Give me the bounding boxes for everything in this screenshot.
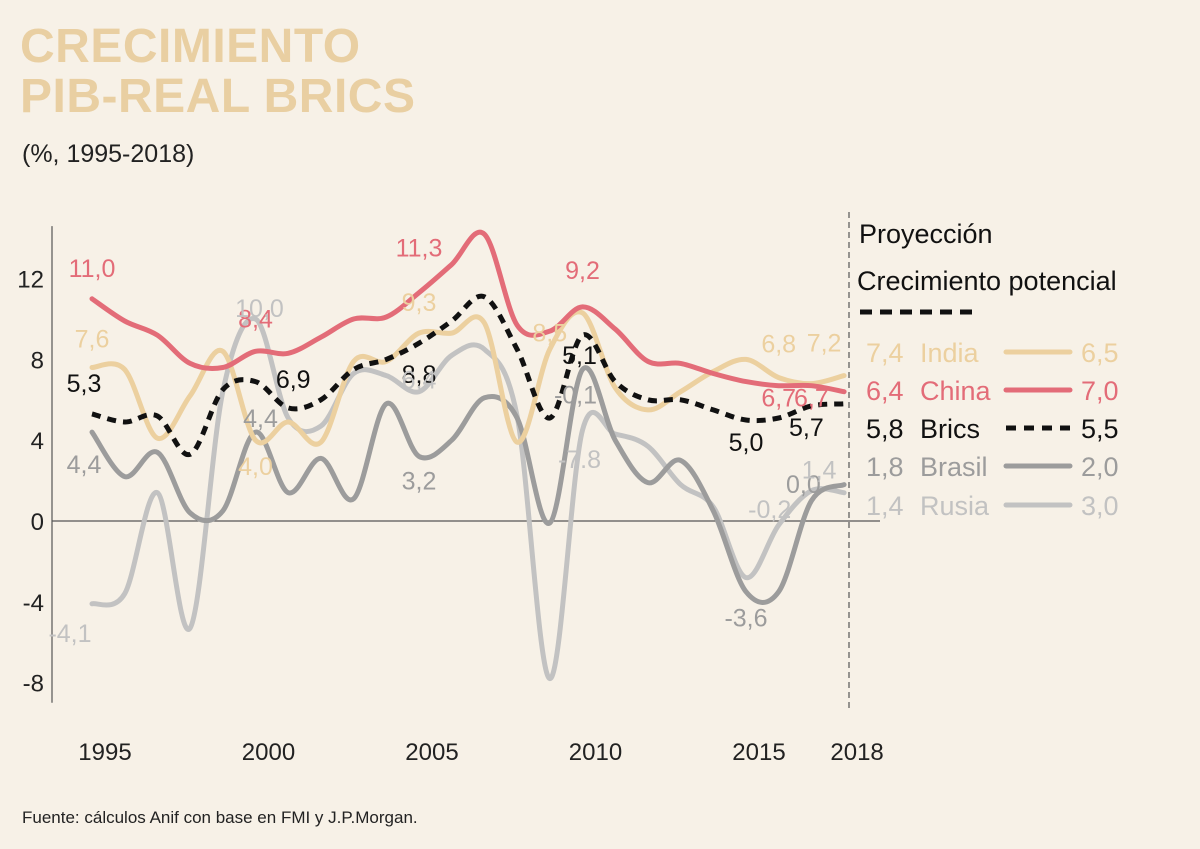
x-tick-label: 2018 [830,739,883,766]
data-label-rusia: 1,4 [802,457,837,485]
data-label-brasil: -0,1 [554,382,597,410]
data-label-brics: 6,9 [276,366,311,394]
data-label-china: 11,0 [69,255,116,283]
data-label-rusia: 6,4 [402,367,437,395]
y-tick-label: 12 [17,267,44,294]
data-label-china: 8,4 [238,305,273,333]
legend-name-brasil: Brasil [920,452,988,482]
legend-projection-india: 7,4 [866,338,904,368]
legend-potential-china: 7,0 [1081,376,1119,406]
data-label-india: 8,5 [532,319,567,347]
legend-name-india: India [920,338,980,368]
y-tick-label: -4 [23,590,44,617]
data-label-brics: 5,1 [562,342,597,370]
legend-name-china: China [920,376,992,406]
y-tick-label: -8 [23,671,44,698]
x-tick-label: 2010 [569,739,622,766]
data-label-brasil: 4,4 [243,405,278,433]
y-tick-label: 4 [31,428,44,455]
legend-projection-rusia: 1,4 [866,491,904,521]
data-label-brics: 5,3 [67,370,102,398]
x-tick-label: 2015 [732,739,785,766]
series-line-brasil [89,365,847,605]
data-label-india: 4,0 [238,453,273,481]
data-label-india: 9,3 [402,289,437,317]
y-tick-label: 8 [31,347,44,374]
legend-projection-brics: 5,8 [866,414,904,444]
data-label-india: 7,2 [807,330,842,358]
chart-subtitle: (%, 1995-2018) [22,140,195,168]
data-label-brasil: 0,0 [786,471,821,499]
data-label-india: 7,6 [75,325,110,353]
x-tick-label: 1995 [78,739,131,766]
data-label-china: 6,7 [794,385,829,413]
data-label-brics: 5,7 [789,414,824,442]
data-label-china: 11,3 [396,235,443,263]
potential-growth-label: Crecimiento potencial [857,266,1117,296]
projection-label: Proyección [859,219,993,249]
legend-name-rusia: Rusia [920,491,990,521]
data-label-rusia: -7.8 [558,446,601,474]
data-label-china: 6,7 [761,385,796,413]
y-tick-label: 0 [31,509,44,536]
x-tick-label: 2005 [405,739,458,766]
title-line-2: PIB-REAL BRICS [20,70,416,123]
series-line-rusia [89,316,847,682]
data-label-rusia: -4,1 [48,620,91,648]
data-label-india: 6,8 [761,331,796,359]
data-label-brasil: 3,2 [402,467,437,495]
legend-potential-brasil: 2,0 [1081,452,1119,482]
legend-potential-rusia: 3,0 [1081,491,1119,521]
legend-potential-brics: 5,5 [1081,414,1119,444]
legend-projection-brasil: 1,8 [866,452,904,482]
data-label-brasil: -3,6 [724,605,767,633]
series-line-china [89,229,847,395]
data-label-brasil: 4,4 [67,451,102,479]
x-tick-label: 2000 [242,739,295,766]
legend-potential-india: 6,5 [1081,338,1119,368]
chart-title: CRECIMIENTO PIB-REAL BRICS [20,22,415,122]
data-label-rusia: -0,2 [748,496,791,524]
data-label-brics: 5,0 [729,429,764,457]
data-label-rusia: 10,0 [235,295,284,323]
legend-projection-china: 6,4 [866,376,904,406]
title-line-1: CRECIMIENTO [20,20,361,73]
data-label-brics: 8,8 [402,361,437,389]
series-line-brics [91,293,845,457]
legend-name-brics: Brics [920,414,980,444]
data-label-china: 9,2 [565,257,600,285]
source-note: Fuente: cálculos Anif con base en FMI y … [22,808,418,827]
